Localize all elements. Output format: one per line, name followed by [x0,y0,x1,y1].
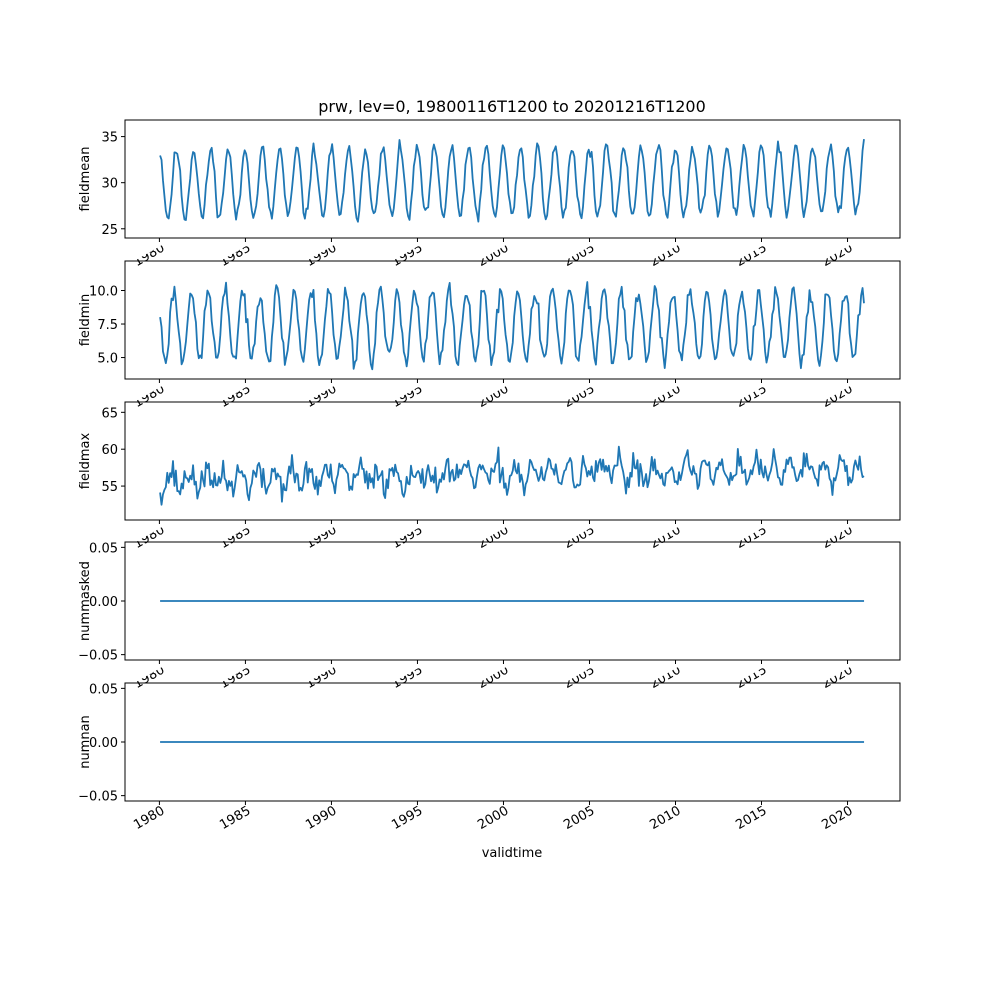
axes-frame-fieldmin [124,260,901,380]
x-tick-label: 1985 [217,240,253,270]
x-tick-label: 1985 [217,803,253,833]
x-tick-label: 1995 [389,240,425,270]
y-tick-label: 30 [101,177,118,192]
x-tick-label: 2020 [819,522,855,552]
x-tick-label: 1980 [131,522,167,552]
x-tick-label: 1995 [389,662,425,692]
x-tick-label: 2015 [733,240,769,270]
x-tick-label: 2010 [647,803,683,833]
x-axis-label: validtime [482,846,543,861]
y-axis-label: fieldmean [78,147,93,212]
figure-title: prw, lev=0, 19800116T1200 to 20201216T12… [318,97,706,116]
y-tick-label: 0.00 [89,736,118,751]
x-tick-label: 1980 [131,240,167,270]
x-tick-label: 1990 [303,662,339,692]
y-tick-label: 0.00 [89,595,118,610]
x-tick-label: 2005 [561,240,597,270]
x-tick-label: 2005 [561,381,597,411]
x-tick-label: 1980 [131,803,167,833]
y-tick-label: 5.0 [97,352,118,367]
panel-fieldmean: 25 30 35 fieldmean 1980 1985 1990 1995 2000 2005 2… [78,119,901,270]
x-tick-label: 2010 [647,522,683,552]
x-tick-label: 1995 [389,803,425,833]
panel-fieldmax: 55 60 65 fieldmax 1980 1985 1990 1995 2000 2005 20… [78,401,901,552]
x-tick-label: 2010 [647,240,683,270]
y-tick-label: 0.05 [89,541,118,556]
y-tick-label: 35 [101,131,118,146]
x-tick-label: 2015 [733,662,769,692]
x-tick-label: 2015 [733,522,769,552]
y-axis-label: numnan [78,715,93,769]
panel-numnan: −0.05 0.00 0.05 numnan 1980 1985 1990 1995 2000 2… [78,682,901,833]
x-tick-label: 2000 [475,662,511,692]
x-tick-label: 2005 [561,803,597,833]
x-tick-label: 2005 [561,522,597,552]
y-tick-label: 55 [101,480,118,495]
series-line-fieldmean [159,138,865,223]
x-tick-label: 2020 [819,803,855,833]
x-tick-label: 2000 [475,803,511,833]
axes-frame-fieldmean [124,119,901,239]
x-tick-label: 2020 [819,381,855,411]
y-axis-label: nummasked [78,561,93,641]
x-tick-label: 2000 [475,381,511,411]
y-axis-label: fieldmax [78,433,93,490]
y-tick-label: 65 [101,406,118,421]
x-tick-label: 2010 [647,662,683,692]
x-tick-label: 2015 [733,381,769,411]
axes-frame-fieldmax [124,401,901,521]
series-line-fieldmax [159,445,865,506]
x-tick-label: 2005 [561,662,597,692]
x-tick-label: 2000 [475,522,511,552]
panel-nummasked: −0.05 0.00 0.05 nummasked 1980 1985 1990 1995 20… [78,541,901,692]
x-tick-label: 1985 [217,381,253,411]
y-tick-label: 10.0 [89,285,118,300]
x-tick-label: 2010 [647,381,683,411]
series-line-fieldmin [159,281,865,371]
x-tick-label: 1990 [303,522,339,552]
x-tick-label: 1985 [217,522,253,552]
y-tick-label: 7.5 [97,318,118,333]
y-tick-label: 0.05 [89,682,118,697]
x-tick-label: 2020 [819,662,855,692]
x-tick-label: 1980 [131,662,167,692]
y-tick-label: 60 [101,443,118,458]
x-tick-label: 1985 [217,662,253,692]
y-tick-label: 25 [101,223,118,238]
x-tick-label: 1995 [389,381,425,411]
x-tick-label: 1995 [389,522,425,552]
x-tick-label: 2000 [475,240,511,270]
x-tick-label: 1980 [131,381,167,411]
y-axis-label: fieldmin [78,294,93,347]
x-tick-label: 2020 [819,240,855,270]
x-tick-label: 1990 [303,381,339,411]
x-tick-label: 1990 [303,240,339,270]
x-tick-label: 1990 [303,803,339,833]
y-tick-label: −0.05 [78,790,118,805]
y-tick-label: −0.05 [78,649,118,664]
x-tick-label: 2015 [733,803,769,833]
